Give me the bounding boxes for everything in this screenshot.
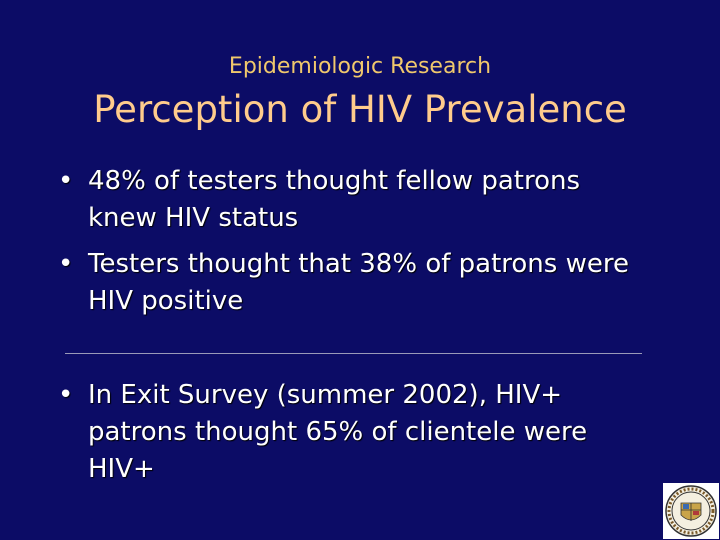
bullet-dot: • xyxy=(58,249,74,279)
bullet-item: • In Exit Survey (summer 2002), HIV+ patr… xyxy=(58,377,648,488)
title: Perception of HIV Prevalence xyxy=(93,88,627,131)
separator xyxy=(65,353,642,354)
bullet-text: In Exit Survey (summer 2002), HIV+ patro… xyxy=(88,380,588,484)
bullet-dot: • xyxy=(58,380,74,410)
bullet-item: • 48% of testers thought fellow patrons k… xyxy=(58,163,648,237)
bullet-item: • Testers thought that 38% of patrons wer… xyxy=(58,246,648,320)
bullet-text: 48% of testers thought fellow patrons kn… xyxy=(88,166,581,233)
bullet-dot: • xyxy=(58,166,74,196)
bullet-text: Testers thought that 38% of patrons were… xyxy=(88,249,629,316)
subtitle: Epidemiologic Research xyxy=(228,54,492,79)
seal-logo xyxy=(663,483,719,539)
